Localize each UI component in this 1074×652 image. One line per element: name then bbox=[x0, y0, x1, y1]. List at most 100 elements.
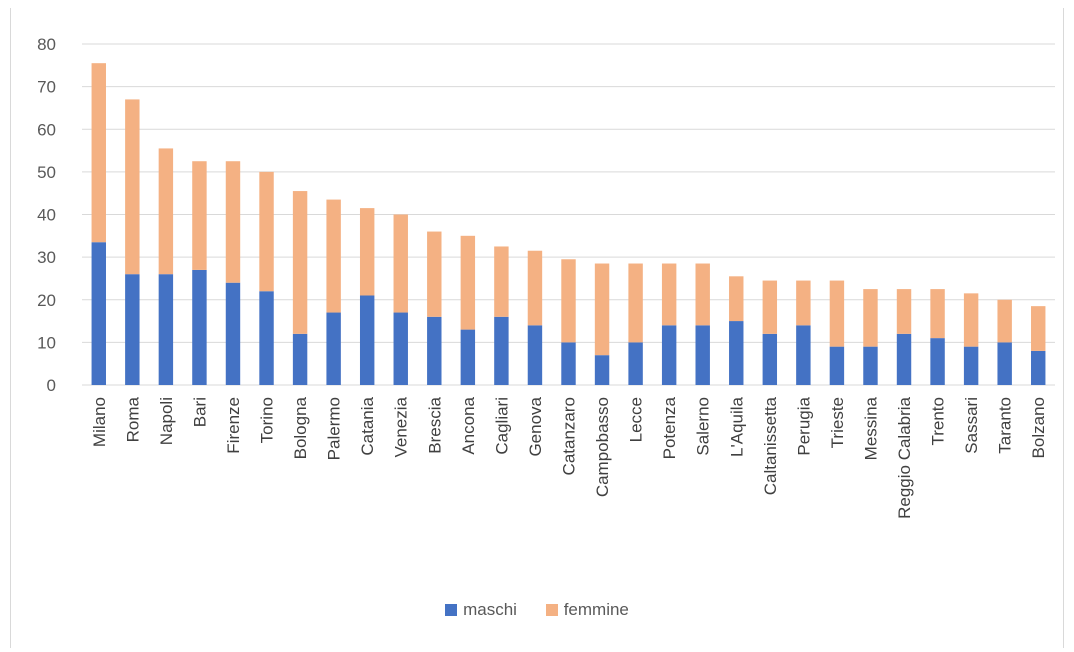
x-tick-label: Roma bbox=[123, 396, 142, 442]
legend: maschi femmine bbox=[0, 600, 1074, 621]
bar-maschi bbox=[796, 325, 811, 385]
bar-maschi bbox=[527, 325, 543, 385]
y-tick-label: 0 bbox=[47, 376, 56, 395]
y-tick-label: 80 bbox=[37, 35, 56, 54]
x-tick-label: Sassari bbox=[962, 397, 981, 454]
bar-maschi bbox=[460, 329, 476, 385]
bar-maschi bbox=[628, 342, 643, 385]
x-tick-label: Brescia bbox=[425, 396, 444, 453]
bar-femmine bbox=[1031, 306, 1046, 351]
legend-swatch-maschi bbox=[445, 604, 458, 616]
x-tick-label: Venezia bbox=[392, 396, 411, 457]
bar-maschi bbox=[359, 295, 375, 385]
bar-femmine bbox=[729, 276, 744, 322]
y-tick-label: 20 bbox=[37, 291, 56, 310]
bar-femmine bbox=[930, 289, 945, 339]
bar-femmine bbox=[158, 148, 174, 275]
legend-item-maschi: maschi bbox=[445, 600, 517, 620]
bar-maschi bbox=[963, 346, 979, 385]
y-tick-label: 60 bbox=[37, 120, 56, 139]
x-tick-label: Trieste bbox=[828, 397, 847, 448]
x-tick-label: Milano bbox=[90, 397, 109, 447]
x-tick-label: Trento bbox=[929, 397, 948, 446]
bar-maschi bbox=[125, 274, 140, 385]
stacked-bar-chart: 0 10 20 30 40 50 60 70 80 Milano Roma Napoli Bari Fir… bbox=[37, 35, 1055, 519]
bar-femmine bbox=[863, 289, 878, 347]
bar-maschi bbox=[158, 274, 174, 385]
y-tick-label: 10 bbox=[37, 333, 56, 352]
x-tick-label: Ancona bbox=[459, 396, 478, 454]
bar-maschi bbox=[259, 291, 274, 385]
bar-femmine bbox=[292, 191, 308, 334]
bar-femmine bbox=[829, 280, 845, 347]
bar-maschi bbox=[91, 242, 106, 385]
x-tick-label: Campobasso bbox=[593, 397, 612, 497]
chart-frame bbox=[10, 8, 1064, 648]
x-tick-label: Taranto bbox=[996, 397, 1015, 454]
x-tick-label: Bari bbox=[190, 397, 209, 427]
bar-maschi bbox=[762, 333, 778, 385]
bar-femmine bbox=[695, 263, 710, 326]
x-tick-label: Bologna bbox=[291, 396, 310, 459]
bar-femmine bbox=[359, 208, 375, 296]
bar-femmine bbox=[259, 171, 274, 292]
bar-maschi bbox=[292, 333, 308, 385]
bar-femmine bbox=[393, 214, 408, 313]
bar-femmine bbox=[326, 199, 341, 313]
bar-femmine bbox=[896, 289, 912, 334]
legend-label-femmine: femmine bbox=[563, 600, 629, 619]
x-tick-label: Messina bbox=[861, 396, 880, 460]
bar-femmine bbox=[494, 246, 509, 317]
x-tick-label: Napoli bbox=[157, 397, 176, 445]
y-tick-label: 50 bbox=[37, 163, 56, 182]
y-tick-label: 40 bbox=[37, 206, 56, 225]
bar-femmine bbox=[91, 63, 106, 243]
bar-maschi bbox=[594, 355, 610, 385]
x-tick-label: Catania bbox=[358, 396, 377, 455]
bar-maschi bbox=[192, 269, 207, 385]
bar-maschi bbox=[561, 342, 576, 385]
bar-femmine bbox=[561, 259, 576, 343]
x-tick-label: Bolzano bbox=[1029, 397, 1048, 458]
legend-label-maschi: maschi bbox=[463, 600, 517, 619]
bar-maschi bbox=[661, 325, 677, 385]
y-tick-label: 30 bbox=[37, 248, 56, 267]
bar-maschi bbox=[1031, 350, 1046, 385]
y-tick-label: 70 bbox=[37, 78, 56, 97]
bar-femmine bbox=[796, 280, 811, 326]
bar-maschi bbox=[729, 321, 744, 385]
bar-maschi bbox=[393, 312, 408, 385]
bar-femmine bbox=[661, 263, 677, 326]
bar-femmine bbox=[997, 299, 1012, 343]
x-tick-label: Cagliari bbox=[492, 397, 511, 455]
bar-maschi bbox=[829, 346, 845, 385]
x-tick-label: Reggio Calabria bbox=[895, 396, 914, 518]
bar-maschi bbox=[863, 346, 878, 385]
x-tick-label: L'Aquila bbox=[727, 396, 746, 457]
bar-femmine bbox=[192, 161, 207, 270]
x-tick-label: Caltanissetta bbox=[761, 396, 780, 495]
bar-femmine bbox=[225, 161, 241, 283]
bar-femmine bbox=[527, 250, 543, 326]
bar-maschi bbox=[494, 316, 509, 385]
x-tick-label: Firenze bbox=[224, 397, 243, 454]
legend-item-femmine: femmine bbox=[545, 600, 629, 620]
x-tick-label: Potenza bbox=[660, 396, 679, 459]
legend-swatch-femmine bbox=[545, 604, 558, 616]
x-tick-label: Catanzaro bbox=[560, 397, 579, 475]
bar-maschi bbox=[695, 325, 710, 385]
x-tick-label: Torino bbox=[258, 397, 277, 443]
bar-femmine bbox=[125, 99, 140, 275]
x-tick-label: Perugia bbox=[794, 396, 813, 455]
bar-femmine bbox=[762, 280, 778, 334]
bar-femmine bbox=[594, 263, 610, 356]
bar-femmine bbox=[460, 235, 476, 330]
bar-maschi bbox=[427, 316, 442, 385]
bar-maschi bbox=[326, 312, 341, 385]
bar-femmine bbox=[963, 293, 979, 347]
bar-maschi bbox=[896, 333, 912, 385]
bar-maschi bbox=[225, 282, 241, 385]
bar-maschi bbox=[930, 338, 945, 385]
bar-femmine bbox=[628, 263, 643, 343]
x-tick-label: Lecce bbox=[627, 397, 646, 442]
